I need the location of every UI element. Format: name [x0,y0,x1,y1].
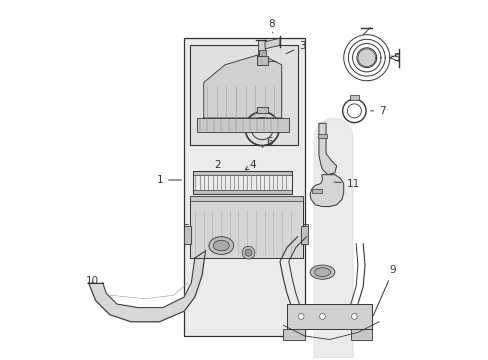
Text: 11: 11 [333,179,359,189]
Ellipse shape [314,268,330,276]
Circle shape [351,314,356,319]
Circle shape [357,49,375,67]
Bar [189,45,297,145]
Bar [349,95,358,100]
Polygon shape [257,40,264,56]
Bar [193,171,292,175]
Ellipse shape [213,240,229,251]
Text: 1: 1 [156,175,181,185]
Bar [196,118,288,132]
Bar [286,304,371,329]
Text: 7: 7 [370,106,385,116]
Bar [283,329,304,339]
Bar [258,50,265,56]
Ellipse shape [208,237,233,255]
Bar [311,189,321,193]
Text: 2: 2 [214,160,221,170]
Text: 6: 6 [262,138,272,148]
Text: 10: 10 [86,276,99,286]
Bar [189,196,303,201]
Bar [301,226,307,244]
Circle shape [242,246,254,259]
Bar [184,38,304,336]
Polygon shape [203,54,281,118]
Polygon shape [88,251,205,322]
Polygon shape [309,175,343,207]
Text: 5: 5 [391,53,399,63]
Bar [189,196,303,258]
Polygon shape [318,123,336,175]
Text: 8: 8 [267,19,274,33]
Circle shape [298,314,304,319]
Text: 9: 9 [372,265,396,316]
Bar [317,134,327,138]
Text: 3: 3 [285,41,305,54]
Bar [256,56,267,65]
Text: 4: 4 [245,160,255,170]
Bar [184,226,190,244]
Polygon shape [264,38,279,49]
Bar [350,329,371,339]
Bar [193,171,292,194]
Circle shape [319,314,325,319]
Ellipse shape [309,265,334,279]
Circle shape [244,249,252,256]
Bar [256,107,267,113]
Bar [193,190,292,194]
